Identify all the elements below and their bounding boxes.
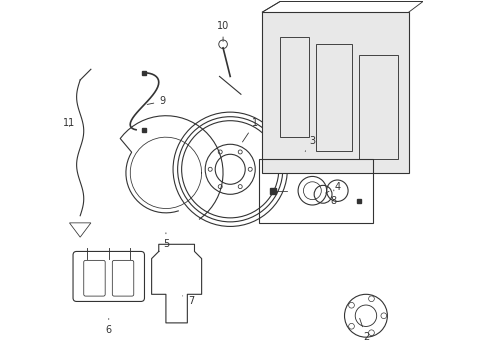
Text: 7: 7 xyxy=(182,296,194,306)
Text: 5: 5 xyxy=(163,233,169,249)
Text: 4: 4 xyxy=(325,182,340,193)
Text: 10: 10 xyxy=(217,21,229,41)
Text: 6: 6 xyxy=(105,319,112,335)
Text: 8: 8 xyxy=(330,190,336,206)
Bar xyxy=(258,158,372,223)
Bar xyxy=(262,12,408,173)
Text: 3: 3 xyxy=(305,136,315,152)
Text: 1: 1 xyxy=(242,118,258,142)
Text: 2: 2 xyxy=(359,318,368,342)
Text: 9: 9 xyxy=(147,96,165,107)
Text: 11: 11 xyxy=(63,118,76,128)
